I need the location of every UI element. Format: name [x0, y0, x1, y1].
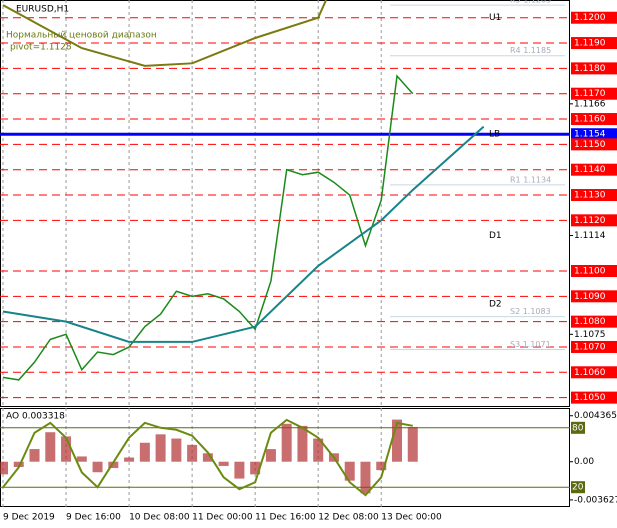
chart-title: EURUSD,H1	[16, 5, 69, 15]
y-tick-label: 1.1070	[574, 342, 606, 352]
ao-bar	[124, 457, 135, 462]
osc-tick-label: 80	[572, 423, 584, 433]
y-tick-label: 1.1080	[574, 317, 606, 327]
ao-bar	[13, 461, 24, 467]
x-tick-label: 10 Dec 08:00	[129, 513, 190, 523]
y-tick-label: 1.1170	[574, 89, 606, 99]
tick-box	[571, 264, 617, 277]
ao-bar	[218, 461, 229, 466]
ao-tick-label: 0.004365	[574, 411, 617, 421]
ao-bar	[45, 432, 56, 462]
y-tick-label: 1.1160	[574, 115, 606, 125]
ao-bar	[187, 444, 198, 462]
price-line	[2, 125, 485, 343]
tick-box	[571, 481, 585, 494]
ao-bar	[108, 461, 119, 469]
tick-box	[571, 290, 617, 303]
ao-bar	[92, 461, 103, 473]
ao-bar	[407, 426, 418, 462]
ao-panel	[0, 408, 570, 507]
ao-bar	[281, 423, 292, 462]
tick-box	[571, 189, 617, 202]
ao-bar	[155, 434, 166, 462]
tick-box	[571, 11, 617, 24]
pivot-label: R1 1.1134	[510, 175, 551, 184]
tick-box	[571, 214, 617, 227]
x-tick-label: 9 Dec 16:00	[66, 513, 121, 523]
osc-line	[2, 418, 413, 497]
level-label: U1	[489, 13, 501, 23]
y-tick-label: 1.1200	[574, 13, 606, 23]
price-line	[2, 74, 414, 381]
y-tick-label: 1.1050	[574, 393, 606, 403]
tick-box	[571, 128, 617, 141]
y-tick-label: 1.1075	[574, 330, 606, 340]
ao-bar	[376, 461, 387, 471]
x-tick-label: 11 Dec 16:00	[255, 513, 316, 523]
ao-bar	[265, 449, 276, 462]
ao-bar	[392, 419, 402, 462]
y-tick-label: 1.1120	[574, 216, 606, 226]
ao-bar	[29, 449, 40, 462]
tick-box	[571, 163, 617, 176]
x-tick-label: 11 Dec 00:00	[192, 513, 253, 523]
y-tick-label: 1.1180	[574, 64, 606, 74]
ao-bar	[313, 438, 324, 462]
subtitle: Нормальный ценовой диапазон	[6, 31, 157, 41]
tick-box	[571, 315, 617, 328]
ao-bar	[76, 456, 87, 462]
pivot-label: R5 1.1205	[510, 0, 551, 5]
osc-tick-label: 20	[572, 483, 584, 493]
level-label: LB	[489, 130, 500, 140]
tick-box	[571, 391, 617, 404]
level-label: D1	[489, 231, 502, 241]
y-tick-label: 1.1150	[574, 140, 606, 150]
tick-box	[571, 62, 617, 75]
ao-bar	[202, 453, 213, 462]
tick-box	[571, 366, 617, 379]
y-tick-label: 1.1190	[574, 39, 606, 49]
ao-bar	[61, 436, 72, 462]
ao-bar	[0, 461, 8, 475]
ao-bar	[139, 442, 150, 462]
ao-bar	[250, 461, 261, 475]
tick-box	[571, 113, 617, 126]
tick-box	[571, 421, 585, 434]
ao-bar	[297, 425, 308, 462]
y-tick-label: 1.1166	[574, 99, 606, 109]
y-tick-label: 1.1114	[574, 231, 606, 241]
tick-box	[571, 87, 617, 100]
ao-tick-label: 0.00	[574, 457, 594, 467]
y-tick-label: 1.1130	[574, 191, 606, 201]
ao-bar	[234, 461, 245, 479]
ao-tick-label: -0.003627	[574, 495, 617, 505]
x-tick-label: 9 Dec 2019	[3, 513, 55, 523]
y-tick-label: 1.1060	[574, 368, 606, 378]
y-tick-label: 1.1090	[574, 292, 606, 302]
ao-bar	[360, 461, 371, 494]
x-tick-label: 12 Dec 08:00	[318, 513, 379, 523]
price-panel	[0, 0, 570, 407]
pivot-label: S3 1.1071	[510, 340, 551, 349]
tick-box	[571, 37, 617, 50]
ao-bar	[171, 438, 182, 462]
pivot-label: R4 1.1185	[510, 46, 551, 55]
price-line	[2, 0, 327, 67]
pivot-label: S2 1.1083	[510, 307, 551, 316]
y-tick-label: 1.1140	[574, 165, 606, 175]
x-tick-label: 13 Dec 00:00	[381, 513, 442, 523]
ao-label: AO 0.003318	[6, 412, 65, 422]
y-tick-label: 1.1100	[574, 266, 606, 276]
pivot-label: pivot=1.1128	[10, 43, 72, 53]
tick-box	[571, 340, 617, 353]
tick-box	[571, 138, 617, 151]
ao-bar	[344, 461, 355, 481]
y-tick-label: 1.1154	[574, 130, 606, 140]
level-label: D2	[489, 299, 502, 309]
